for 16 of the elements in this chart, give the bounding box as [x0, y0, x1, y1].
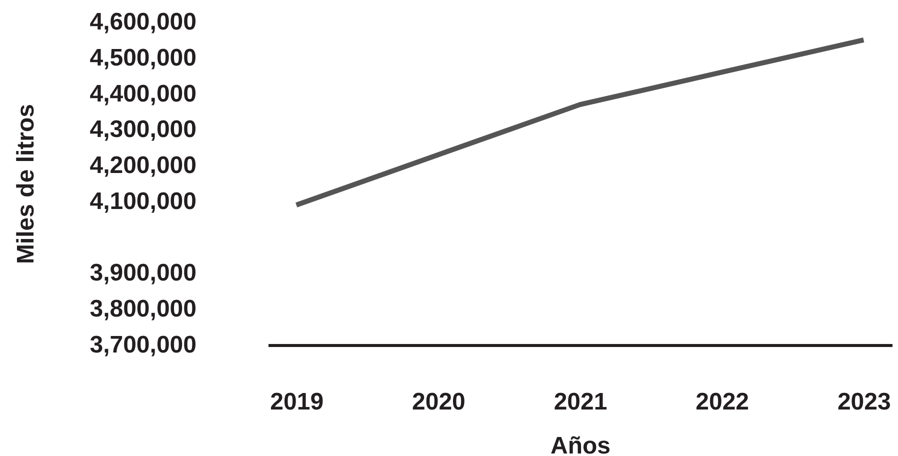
y-axis-title: Miles de litros	[12, 104, 40, 264]
x-tick-label: 2020	[412, 388, 466, 416]
y-tick-label: 3,700,000	[90, 332, 196, 358]
y-tick-label: 4,500,000	[90, 44, 196, 72]
y-tick-label: 3,800,000	[90, 296, 196, 323]
y-tick-label: 4,200,000	[90, 152, 196, 180]
x-tick-label: 2021	[554, 388, 608, 416]
y-tick-label: 3,900,000	[90, 260, 196, 287]
x-tick-label: 2019	[270, 388, 324, 416]
x-tick-label: 2022	[696, 388, 750, 416]
x-axis-title: Años	[550, 432, 610, 456]
y-tick-label: 4,100,000	[90, 188, 196, 215]
x-tick-label: 2023	[837, 388, 891, 416]
y-tick-label: 4,300,000	[90, 116, 196, 144]
y-tick-label: 4,600,000	[90, 8, 196, 36]
y-tick-label: 4,400,000	[90, 80, 196, 108]
